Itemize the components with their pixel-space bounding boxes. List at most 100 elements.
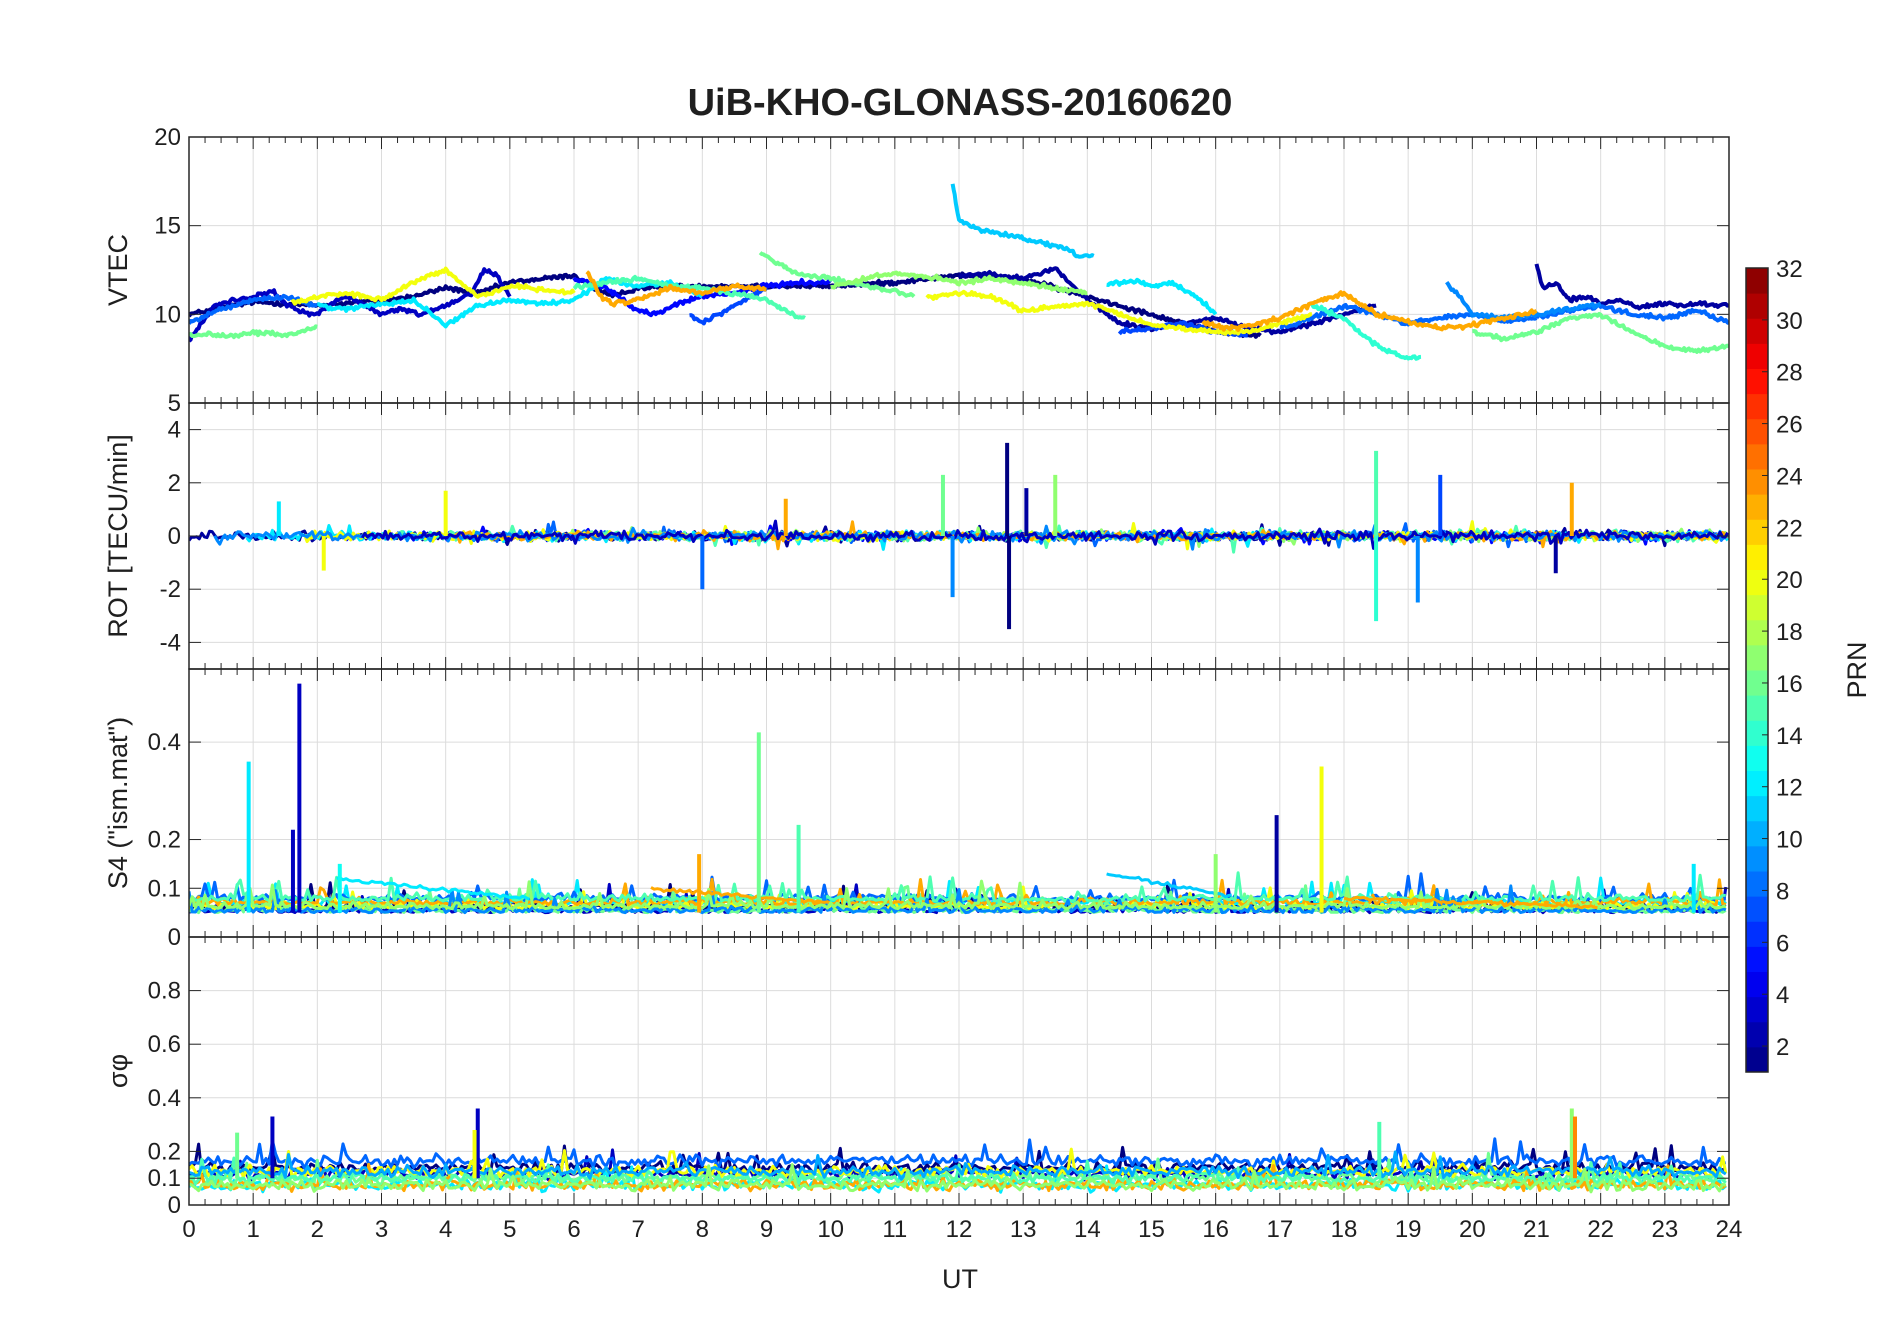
vtec-series-prn-17 <box>830 270 1088 296</box>
x-tick-label: 3 <box>375 1216 388 1243</box>
x-minor-ticks <box>188 669 1730 937</box>
colorbar-cell <box>1746 770 1768 797</box>
chart-title: UiB-KHO-GLONASS-20160620 <box>688 82 1233 124</box>
colorbar-tick-label: 6 <box>1776 930 1789 957</box>
colorbar-tick-label: 32 <box>1776 256 1803 283</box>
vtec-series-prn-16 <box>189 324 318 340</box>
colorbar-tick-label: 18 <box>1776 619 1803 646</box>
s4-series-prn-9 <box>189 884 1727 915</box>
data-s4 <box>189 683 1728 915</box>
colorbar-cell <box>1746 268 1768 294</box>
colorbar-tick-label: 8 <box>1776 878 1789 905</box>
x-tick-label: 8 <box>696 1216 709 1243</box>
vtec-series-prn-23 <box>1201 290 1538 332</box>
x-tick-label: 12 <box>946 1216 973 1243</box>
y-tick-label: 15 <box>154 213 181 240</box>
x-minor-ticks <box>188 137 1730 403</box>
colorbar-cell <box>1746 343 1768 369</box>
colorbar-cell <box>1746 1021 1768 1048</box>
y-tick-label: -2 <box>160 576 181 603</box>
colorbar-cell <box>1746 293 1768 319</box>
s4-arc <box>1106 872 1232 899</box>
colorbar-tick-label: 30 <box>1776 308 1803 335</box>
data-vtec <box>189 183 1729 361</box>
y-tick-label: 4 <box>168 417 181 444</box>
vtec-series-prn-3 <box>189 267 512 343</box>
colorbar-cell <box>1746 368 1768 395</box>
data-sigma <box>189 1108 1728 1194</box>
x-tick-label: 16 <box>1202 1216 1229 1243</box>
vtec-series-prn-20 <box>925 289 1313 336</box>
colorbar-tick-label: 14 <box>1776 723 1803 750</box>
vtec-series-prn-2 <box>1534 263 1729 311</box>
y-tick-label: 0.8 <box>148 978 181 1005</box>
colorbar-cell <box>1746 318 1768 344</box>
colorbar-cell <box>1746 971 1768 998</box>
colorbar-cell <box>1746 1046 1768 1073</box>
x-minor-ticks <box>188 403 1730 669</box>
vtec-series-prn-15 <box>572 274 806 320</box>
sigma-series-prn-17 <box>189 1163 1727 1194</box>
vtec-series-prn-11 <box>950 183 1095 259</box>
y-tick-label: 0.1 <box>148 1165 181 1192</box>
data-rot <box>189 442 1729 630</box>
y-tick-label: 0 <box>168 924 181 951</box>
colorbar-cell <box>1746 996 1768 1023</box>
vtec-series-prn-12 <box>316 276 704 329</box>
x-tick-label: 20 <box>1459 1216 1486 1243</box>
colorbar-cell <box>1746 795 1768 822</box>
colorbar-cell <box>1746 569 1768 596</box>
panel-rot: -4 -2 0 2 4 ROT [TECU/min] <box>103 402 1730 670</box>
x-tick-label: 1 <box>246 1216 259 1243</box>
colorbar-tick-label: 26 <box>1776 412 1803 439</box>
s4-arc <box>1343 895 1598 910</box>
y-tick-label: 0.2 <box>148 827 181 854</box>
colorbar-cell <box>1746 845 1768 872</box>
x-tick-label: 22 <box>1587 1216 1614 1243</box>
colorbar-tick-label: 28 <box>1776 360 1803 387</box>
x-tick-label: 2 <box>311 1216 324 1243</box>
vtec-series-prn-12 <box>1106 277 1218 316</box>
colorbar-cell <box>1746 644 1768 671</box>
x-tick-label: 24 <box>1716 1216 1743 1243</box>
x-axis-label: UT <box>942 1264 978 1294</box>
x-tick-label: 15 <box>1138 1216 1165 1243</box>
x-tick-label: 18 <box>1331 1216 1358 1243</box>
x-tick-label: 0 <box>182 1216 195 1243</box>
y-axis-label-rot: ROT [TECU/min] <box>103 434 133 638</box>
x-minor-ticks <box>188 937 1730 1205</box>
y-tick-label: 0.6 <box>148 1031 181 1058</box>
y-tick-label: 0.4 <box>148 1085 181 1112</box>
panel-s4: 0 0.1 0.2 0.4 S4 ("ism.mat") <box>103 668 1730 951</box>
s4-arc <box>336 876 530 901</box>
y-tick-label: 0 <box>168 523 181 550</box>
colorbar-tick-label: 10 <box>1776 827 1803 854</box>
x-tick-label: 19 <box>1395 1216 1422 1243</box>
colorbar-cell <box>1746 519 1768 545</box>
colorbar-cell <box>1746 946 1768 972</box>
x-tick-label: 17 <box>1266 1216 1293 1243</box>
colorbar-frame <box>1745 267 1769 1073</box>
y-tick-label: 0 <box>168 1192 181 1219</box>
colorbar-cell <box>1746 594 1768 621</box>
x-tick-label: 14 <box>1074 1216 1101 1243</box>
vtec-series-prn-23 <box>585 270 767 308</box>
x-tick-labels: 0 1 2 3 4 5 6 7 8 9 10 11 12 13 14 15 16 17 18 19 20 21 22 23 24 <box>182 1216 1742 1243</box>
vtec-series-prn-16 <box>758 251 916 299</box>
y-tick-label: 0.2 <box>148 1138 181 1165</box>
y-tick-label: 0.4 <box>148 729 181 756</box>
y-tick-label: 20 <box>154 124 181 151</box>
x-tick-label: 9 <box>760 1216 773 1243</box>
x-tick-label: 5 <box>503 1216 516 1243</box>
vtec-series-prn-14 <box>1310 303 1422 361</box>
x-tick-label: 11 <box>882 1216 907 1243</box>
colorbar-label: PRN <box>1842 641 1872 698</box>
x-tick-label: 23 <box>1651 1216 1678 1243</box>
colorbar-cell <box>1746 393 1768 420</box>
vtec-series-prn-8 <box>189 293 318 325</box>
y-tick-label: 5 <box>168 390 181 417</box>
colorbar-cell <box>1746 871 1768 897</box>
x-tick-label: 6 <box>567 1216 580 1243</box>
x-tick-label: 10 <box>817 1216 844 1243</box>
